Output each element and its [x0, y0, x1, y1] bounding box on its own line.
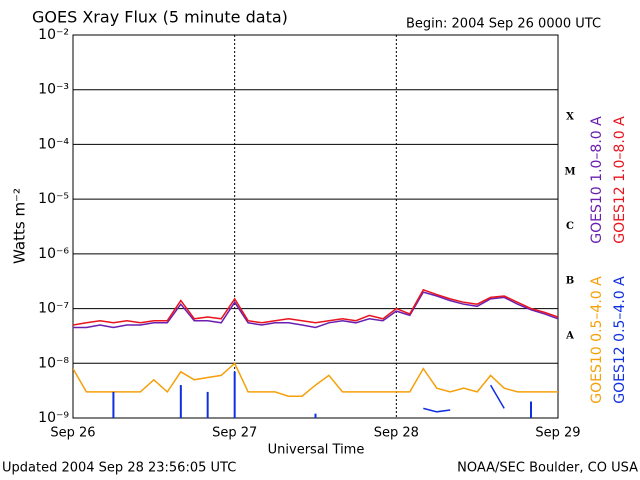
legend-entry: GOES12 0.5–4.0 A — [612, 276, 628, 404]
y-tick-label: 10⁻² — [38, 27, 69, 43]
series-line — [73, 362, 558, 397]
y-axis-label: Watts m⁻² — [11, 188, 29, 264]
y-tick-label: 10⁻⁹ — [38, 410, 69, 426]
y-tick-label: 10⁻³ — [38, 82, 69, 98]
chart-title: GOES Xray Flux (5 minute data) — [32, 8, 288, 27]
footer-right: NOAA/SEC Boulder, CO USA — [457, 461, 638, 476]
y-tick-label: 10⁻⁸ — [38, 355, 69, 371]
chart-subtitle: Begin: 2004 Sep 26 0000 UTC — [406, 17, 601, 32]
y-tick-label: 10⁻⁴ — [38, 136, 69, 152]
series-line — [73, 291, 558, 329]
series-line — [489, 384, 505, 409]
x-tick-label: Sep 27 — [212, 426, 257, 441]
y-tick-label: 10⁻⁶ — [38, 246, 69, 262]
x-tick-label: Sep 26 — [50, 426, 95, 441]
x-tick-label: Sep 29 — [535, 426, 580, 441]
flare-class-label: A — [565, 330, 574, 341]
series-line — [423, 407, 451, 413]
footer-left: Updated 2004 Sep 28 23:56:05 UTC — [2, 461, 236, 476]
legend-entry: GOES10 0.5–4.0 A — [589, 276, 605, 404]
legend-entry: GOES12 1.0–8.0 A — [612, 116, 628, 244]
plot-area — [73, 288, 558, 418]
series-line — [73, 288, 558, 326]
plot-frame — [72, 34, 559, 419]
y-tick-label: 10⁻⁷ — [38, 301, 69, 317]
flare-class-label: M — [564, 166, 575, 177]
x-tick-label: Sep 28 — [374, 426, 419, 441]
x-axis-label: Universal Time — [268, 443, 365, 458]
legend-entry: GOES10 1.0–8.0 A — [589, 116, 605, 244]
y-tick-label: 10⁻⁵ — [38, 191, 69, 207]
flare-class-label: B — [566, 276, 574, 287]
flare-class-label: X — [566, 112, 574, 123]
flare-class-label: C — [566, 221, 574, 232]
